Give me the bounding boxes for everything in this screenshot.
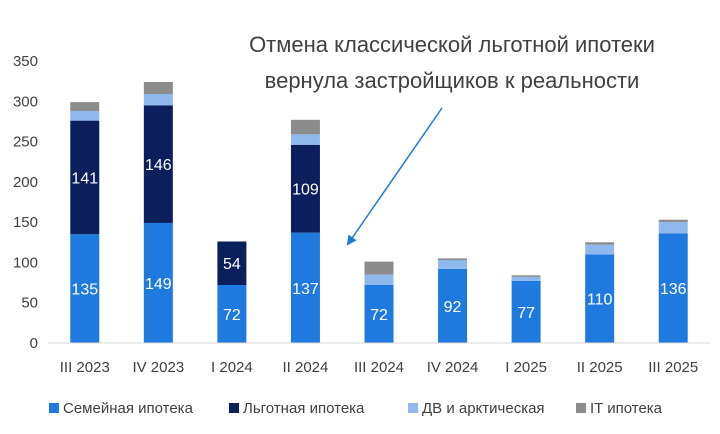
annotation-arrow — [346, 107, 443, 246]
data-label: 72 — [370, 307, 388, 324]
bar-segment — [143, 94, 173, 106]
y-tick-label: 300 — [13, 93, 38, 110]
bar-segment — [438, 258, 468, 261]
data-label: 77 — [517, 305, 535, 322]
legend-label: ДВ и арктическая — [422, 400, 545, 417]
y-tick-label: 350 — [13, 53, 38, 70]
x-tick-label: IV 2023 — [132, 359, 184, 376]
bar-segment — [143, 81, 173, 95]
data-label: 137 — [292, 281, 319, 298]
data-label: 135 — [71, 282, 98, 299]
legend-swatch — [408, 403, 418, 413]
bar-segment — [658, 222, 688, 234]
data-label: 92 — [444, 299, 462, 316]
annotation-line-2: вернула застройщиков к реальности — [265, 68, 640, 93]
bar-segment — [585, 254, 615, 343]
bar-segment — [438, 268, 468, 343]
bar-segment — [290, 119, 320, 135]
bar-segment — [290, 232, 320, 343]
data-label: 110 — [587, 292, 613, 309]
y-tick-label: 100 — [13, 254, 38, 271]
y-tick-label: 50 — [21, 295, 38, 312]
legend-swatch — [576, 403, 586, 413]
bar-segment — [585, 244, 615, 255]
annotation-line-1: Отмена классической льготной ипотеки — [249, 32, 655, 57]
x-tick-label: I 2024 — [211, 359, 253, 376]
bar-segment — [658, 219, 688, 223]
bar-segment — [364, 261, 394, 275]
legend-swatch — [229, 403, 239, 413]
y-tick-label: 0 — [30, 335, 38, 352]
bar-segment — [364, 284, 394, 343]
x-tick-label: II 2024 — [283, 359, 329, 376]
data-label: 54 — [223, 256, 241, 273]
data-label: 146 — [145, 157, 172, 174]
data-label: 136 — [660, 281, 687, 298]
data-label: 72 — [223, 307, 241, 324]
annotation: Отмена классической льготной ипотеки вер… — [249, 32, 655, 246]
x-tick-label: I 2025 — [505, 359, 547, 376]
bar-segment — [70, 110, 100, 121]
bars: 135 141 149 146 72 54 137 109 72 92 77 110 136 — [70, 81, 688, 343]
data-label: 109 — [292, 182, 319, 199]
legend-label: Семейная ипотека — [63, 400, 194, 417]
bar-segment — [217, 284, 247, 343]
data-label: 141 — [71, 170, 98, 187]
bar-segment — [143, 105, 173, 223]
bar-segment — [70, 102, 100, 111]
bar-segment — [511, 280, 541, 343]
x-tick-label: II 2025 — [577, 359, 623, 376]
bar-segment — [290, 134, 320, 145]
x-tick-label: III 2025 — [648, 359, 698, 376]
bar-segment — [658, 233, 688, 343]
x-tick-label: IV 2024 — [427, 359, 479, 376]
bar-segment — [143, 222, 173, 343]
legend-label: IT ипотека — [590, 400, 663, 417]
y-tick-label: 150 — [13, 214, 38, 231]
y-tick-label: 200 — [13, 174, 38, 191]
bar-segment — [290, 144, 320, 233]
y-axis: 0 50 100 150 200 250 300 350 — [13, 53, 38, 352]
bar-segment — [70, 120, 100, 235]
y-tick-label: 250 — [13, 134, 38, 151]
bar-segment — [217, 241, 247, 285]
bar-segment — [585, 242, 615, 245]
legend-label: Льготная ипотека — [243, 400, 365, 417]
bar-segment — [511, 276, 541, 281]
bar-segment — [364, 274, 394, 285]
bar-segment — [511, 275, 541, 277]
bar-segment — [438, 260, 468, 269]
x-tick-label: III 2024 — [354, 359, 404, 376]
bar-segment — [70, 234, 100, 343]
legend-swatch — [49, 403, 59, 413]
x-tick-label: III 2023 — [60, 359, 110, 376]
legend: Семейная ипотека Льготная ипотека ДВ и арк… — [49, 400, 663, 417]
data-label: 149 — [145, 276, 172, 293]
x-axis: III 2023 IV 2023 I 2024 II 2024 III 2024 IV 2… — [48, 342, 710, 376]
